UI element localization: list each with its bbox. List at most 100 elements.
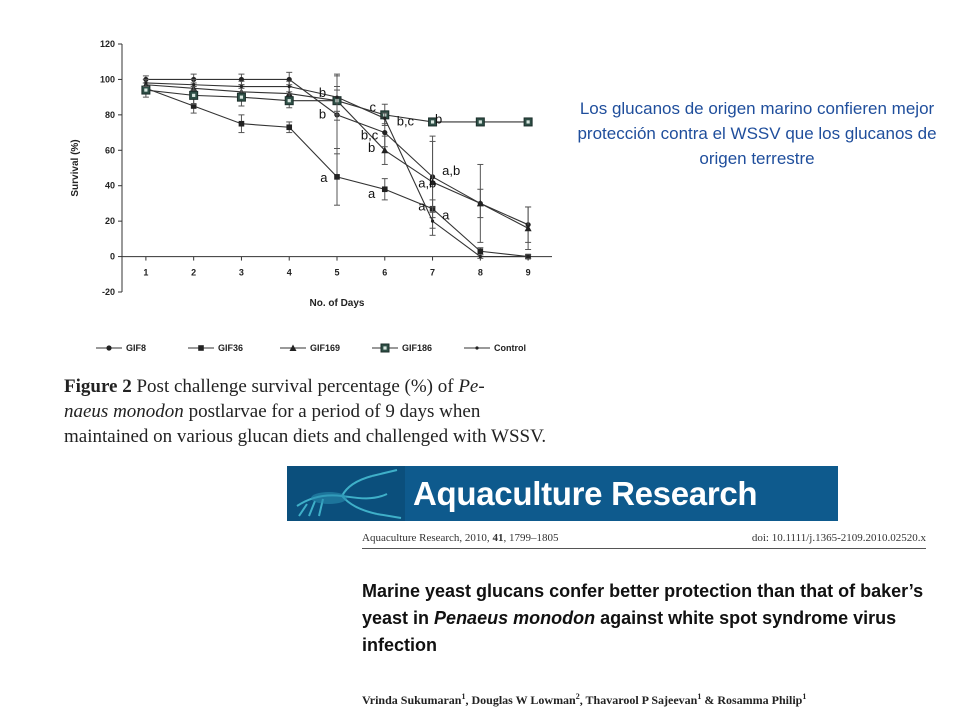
paper-title-species: Penaeus monodon <box>434 608 596 628</box>
citation-pages: , 1799–1805 <box>503 532 559 544</box>
marker-inner <box>239 95 244 99</box>
data-point <box>190 103 197 109</box>
marker-inner <box>287 99 291 103</box>
marker-inner <box>192 93 196 97</box>
caption-rest: postlarvae for a period of 9 days when m… <box>64 401 547 447</box>
x-tick-label: 6 <box>382 268 387 278</box>
data-point <box>284 96 294 106</box>
doi: doi: 10.1111/j.1365-2109.2010.02520.x <box>751 532 926 544</box>
chart-axes: -20 0 20 40 60 80 100 120 1 2 3 4 5 6 7 8 9 <box>100 39 552 297</box>
caption-species-part1: Pe- <box>458 376 485 397</box>
legend-marker <box>289 344 297 351</box>
legend-marker <box>475 346 479 350</box>
paper-title: Marine yeast glucans confer better prote… <box>362 578 932 659</box>
data-point <box>478 254 482 259</box>
author-2-aff: 2 <box>575 692 580 701</box>
significance-label: b <box>368 140 375 155</box>
legend-item-gif169: GIF169 <box>280 343 340 353</box>
legend-label: GIF8 <box>126 343 146 353</box>
x-tick-label: 1 <box>143 268 148 278</box>
y-tick-label: -20 <box>102 287 115 297</box>
marker-inner <box>430 120 435 124</box>
x-tick-label: 3 <box>239 268 244 278</box>
data-point <box>429 178 437 186</box>
journal-banner: Aquaculture Research <box>287 466 838 521</box>
legend-label: GIF36 <box>218 343 243 353</box>
data-point <box>382 129 388 136</box>
significance-label: a,b <box>442 163 460 178</box>
legend-marker <box>198 345 204 351</box>
x-tick-label: 9 <box>526 268 531 278</box>
significance-label: c <box>369 99 376 114</box>
x-tick-label: 2 <box>191 268 196 278</box>
legend-item-gif186: GIF186 <box>372 343 432 353</box>
data-point <box>524 224 532 232</box>
y-tick-label: 80 <box>105 110 115 120</box>
legend-label: GIF169 <box>310 343 340 353</box>
x-tick-label: 7 <box>430 268 435 278</box>
shrimp-logo-icon <box>287 466 405 521</box>
significance-label: b,c <box>361 128 379 143</box>
significance-label: b,c <box>397 113 415 128</box>
data-point <box>334 174 340 180</box>
caption-species-part2: naeus monodon <box>64 401 184 422</box>
data-point <box>236 92 246 102</box>
data-point <box>141 85 151 95</box>
legend-marker <box>106 345 112 351</box>
journal-title: Aquaculture Research <box>413 475 758 512</box>
y-tick-label: 40 <box>105 181 115 191</box>
y-tick-label: 100 <box>100 74 115 84</box>
citation-journal: Aquaculture Research, 2010, <box>362 532 493 544</box>
legend-label: Control <box>494 343 526 353</box>
data-point <box>526 254 530 259</box>
data-point <box>144 81 148 85</box>
significance-label: b <box>319 106 326 121</box>
data-point <box>477 248 484 255</box>
marker-inner <box>478 120 482 124</box>
y-tick-label: 0 <box>110 252 115 262</box>
legend: GIF8 GIF36 GIF169 GIF186 Control <box>96 343 526 353</box>
series-control <box>142 73 532 259</box>
data-point <box>428 117 438 127</box>
citation-volume: 41 <box>492 532 504 544</box>
figure-label: Figure 2 <box>64 376 132 397</box>
data-point <box>239 84 244 89</box>
significance-label: a <box>442 207 450 222</box>
x-tick-label: 8 <box>478 268 483 278</box>
author-3: Thavarool P Sajeevan <box>585 693 698 707</box>
survival-chart: -20 0 20 40 60 80 100 120 1 2 3 4 5 6 7 8 9 Survival (%)… <box>70 39 552 353</box>
y-axis-label: Survival (%) <box>70 139 81 196</box>
paper-title-part2: against white spot syndrome virus infect… <box>362 608 897 655</box>
marker-inner <box>144 88 148 92</box>
data-point <box>335 95 339 99</box>
significance-label: a <box>368 186 376 201</box>
significance-label: a <box>320 170 328 185</box>
x-axis-label: No. of Days <box>309 298 364 309</box>
marker-inner <box>383 346 387 350</box>
y-tick-label: 60 <box>105 145 115 155</box>
significance-label: a,b <box>418 175 436 190</box>
data-point <box>381 186 388 193</box>
author-2: Douglas W Lowman <box>471 693 576 707</box>
y-tick-label: 120 <box>100 39 115 49</box>
legend-item-gif36: GIF36 <box>188 343 243 353</box>
author-1-aff: 1 <box>461 692 466 701</box>
marker-inner <box>526 120 530 124</box>
data-point <box>287 84 291 89</box>
author-3-aff: 1 <box>697 692 702 701</box>
data-point <box>192 83 196 87</box>
data-point <box>476 199 484 207</box>
legend-item-gif8: GIF8 <box>96 343 146 353</box>
legend-item-control: Control <box>464 343 526 353</box>
data-point <box>286 124 293 131</box>
data-point <box>238 120 245 127</box>
data-point <box>381 146 389 154</box>
y-tick-label: 20 <box>105 216 115 226</box>
legend-label: GIF186 <box>402 343 432 353</box>
author-4-aff: 1 <box>802 692 807 701</box>
paper-title-part1: Marine yeast glucans confer better prote… <box>362 581 924 628</box>
x-tick-label: 5 <box>334 268 339 278</box>
spanish-note: Los glucanos de origen marino confieren … <box>577 99 937 168</box>
data-point <box>383 116 387 120</box>
